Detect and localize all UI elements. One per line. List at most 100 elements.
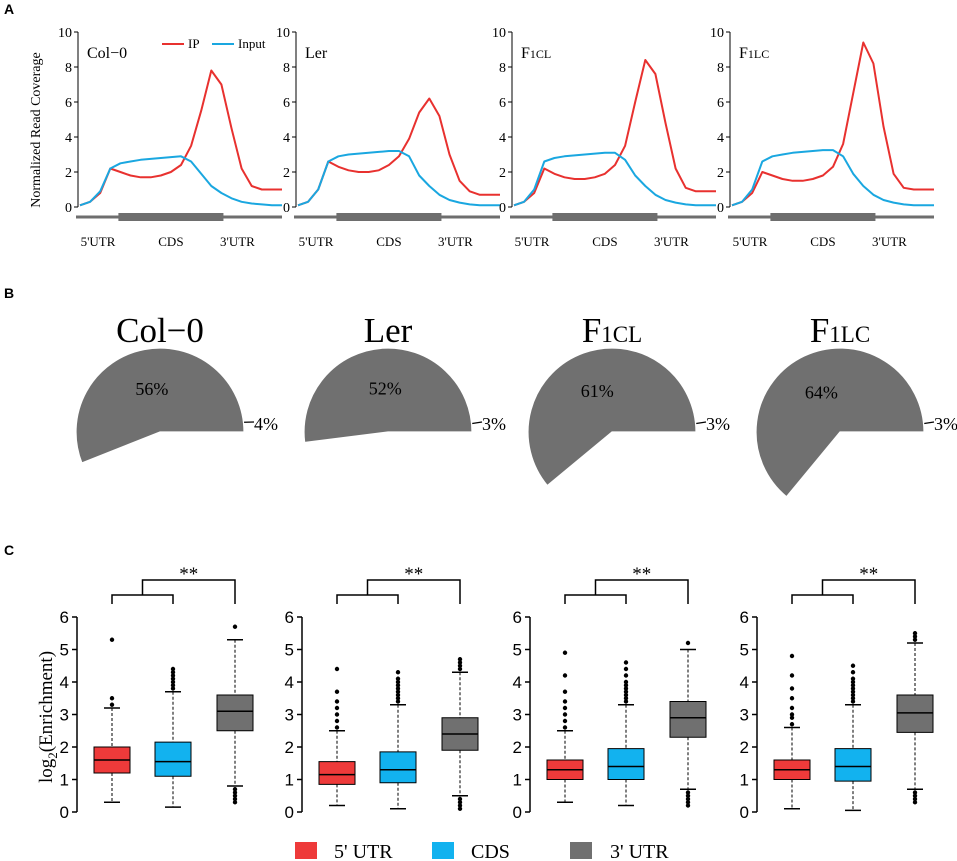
outlier-point	[850, 663, 856, 668]
y-tick-label: 2	[60, 738, 69, 757]
significance-bracket	[336, 579, 461, 604]
box-cds	[834, 663, 872, 812]
box-utr5	[546, 650, 584, 803]
outlier-point	[850, 679, 856, 685]
boxplot-chart-3: 0 1 2 3 4 5 6 **	[740, 564, 934, 822]
y-tick-label: 5	[513, 641, 522, 660]
outlier-point	[170, 670, 176, 675]
outlier-point	[623, 679, 629, 685]
outlier-point	[334, 718, 340, 724]
pie-chart-0: Col−04%40%56%	[75, 311, 278, 464]
y-tick-label: 0	[285, 803, 294, 822]
feature-label: CDS	[376, 234, 401, 249]
outlier-point	[789, 722, 795, 727]
outlier-point	[685, 796, 691, 802]
y-tick-label: 1	[60, 771, 69, 790]
outlier-point	[623, 673, 629, 678]
feature-label: 3'UTR	[654, 234, 689, 249]
y-tick-label: 0	[513, 803, 522, 822]
coverage-chart-2: 0 2 4 6 8 10 F1CL 5'UTR CDS 3'UTR	[492, 26, 716, 249]
boxplot-chart-2: 0 1 2 3 4 5 6 **	[513, 564, 707, 822]
box-utr3	[216, 624, 254, 805]
outlier-point	[232, 796, 238, 802]
series-line-ip	[79, 69, 282, 207]
outlier-point	[912, 634, 918, 639]
outlier-point	[850, 692, 856, 698]
pie-title: Col−0	[116, 311, 204, 350]
feature-label: 5'UTR	[515, 234, 550, 249]
y-tick-label: 6	[740, 608, 749, 627]
outlier-point	[457, 806, 463, 811]
pie-label: 3%	[482, 414, 506, 434]
y-tick-label: 2	[513, 738, 522, 757]
outlier-point	[912, 790, 918, 795]
outlier-point	[170, 676, 176, 681]
y-tick-label: 8	[283, 61, 290, 76]
outlier-point	[232, 800, 238, 805]
box-iqr	[154, 741, 192, 777]
legend-label: CDS	[471, 841, 510, 861]
y-tick-label: 5	[60, 641, 69, 660]
outlier-point	[232, 790, 238, 795]
y-tick-label: 2	[283, 166, 290, 181]
outlier-point	[789, 715, 795, 720]
coverage-sample-label: F1CL	[521, 45, 551, 62]
outlier-point	[334, 689, 340, 694]
y-tick-label: 4	[60, 673, 69, 692]
feature-label: CDS	[810, 234, 835, 249]
outlier-point	[395, 699, 401, 704]
outlier-point	[457, 660, 463, 665]
outlier-point	[170, 683, 176, 688]
box-iqr	[896, 694, 934, 733]
outlier-point	[850, 670, 856, 675]
y-tick-label: 5	[740, 641, 749, 660]
pie-slice	[755, 347, 925, 498]
boxplot-chart-1: 0 1 2 3 4 5 6 **	[285, 564, 479, 822]
outlier-point	[685, 790, 691, 795]
y-tick-label: 0	[283, 201, 290, 216]
coverage-sample-label: Ler	[305, 45, 328, 62]
outlier-point	[457, 803, 463, 808]
cds-bar	[552, 213, 658, 221]
outlier-point	[334, 699, 340, 704]
y-tick-label: 0	[717, 201, 724, 216]
y-tick-label: 0	[60, 803, 69, 822]
legend-ip-label: IP	[188, 36, 200, 51]
feature-label: 5'UTR	[81, 234, 116, 249]
y-tick-label: 0	[65, 201, 72, 216]
y-tick-label: 2	[499, 166, 506, 181]
y-tick-label: 2	[740, 738, 749, 757]
outlier-point	[562, 699, 568, 704]
outlier-point	[623, 689, 629, 694]
y-tick-label: 10	[710, 26, 724, 41]
outlier-point	[170, 686, 176, 691]
significance-bracket	[564, 579, 689, 604]
panel-letter-b: B	[4, 285, 14, 301]
y-tick-label: 2	[65, 166, 72, 181]
legend-input-label: Input	[238, 36, 266, 51]
outlier-point	[109, 696, 115, 701]
box-cds	[607, 660, 645, 807]
series-line-ip	[297, 97, 500, 207]
outlier-point	[912, 793, 918, 798]
pie-title: Ler	[364, 311, 413, 350]
outlier-point	[850, 686, 856, 691]
legend-label: 3' UTR	[610, 841, 669, 861]
outlier-point	[685, 793, 691, 798]
outlier-point	[109, 637, 115, 642]
y-tick-label: 1	[513, 771, 522, 790]
feature-label: 3'UTR	[220, 234, 255, 249]
outlier-point	[562, 689, 568, 694]
outlier-point	[334, 705, 340, 711]
y-tick-label: 6	[513, 608, 522, 627]
outlier-point	[457, 796, 463, 802]
outlier-point	[334, 712, 340, 717]
outlier-point	[789, 696, 795, 701]
pie-title: F1LC	[810, 311, 870, 350]
outlier-point	[850, 689, 856, 694]
outlier-point	[623, 660, 629, 665]
significance-label: **	[632, 564, 651, 585]
